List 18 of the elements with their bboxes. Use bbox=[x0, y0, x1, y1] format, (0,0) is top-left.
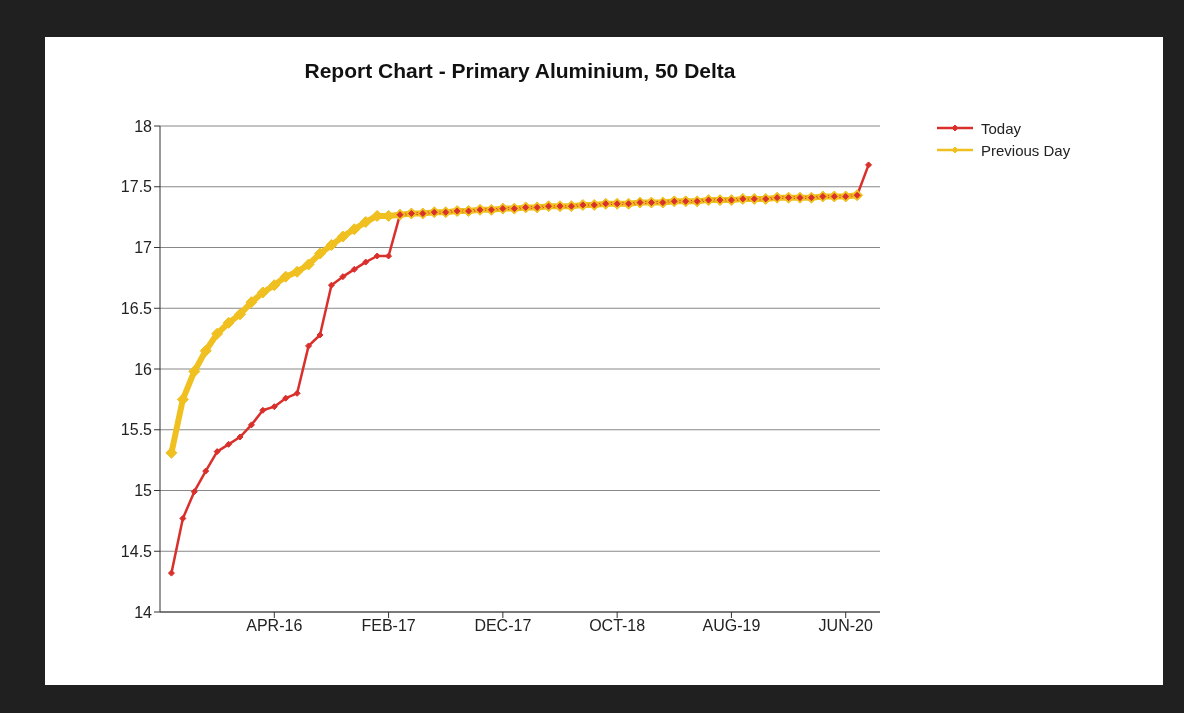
y-tick-label: 15.5 bbox=[120, 421, 153, 439]
y-tick-label: 14 bbox=[134, 603, 153, 621]
x-tick-label: OCT-18 bbox=[589, 617, 646, 635]
y-tick-label: 18 bbox=[134, 117, 153, 135]
y-tick-label: 14.5 bbox=[120, 542, 153, 560]
legend-label: Previous Day bbox=[981, 141, 1071, 159]
x-tick-label: DEC-17 bbox=[474, 617, 532, 635]
legend-label: Today bbox=[981, 119, 1022, 137]
y-tick-label: 17.5 bbox=[120, 178, 153, 196]
y-tick-label: 16.5 bbox=[120, 299, 153, 317]
y-tick-label: 16 bbox=[134, 360, 153, 378]
x-tick-label: AUG-19 bbox=[702, 617, 761, 635]
y-tick-label: 17 bbox=[134, 239, 153, 257]
x-tick-label: APR-16 bbox=[246, 617, 303, 635]
x-tick-label: FEB-17 bbox=[361, 617, 416, 635]
chart-title: Report Chart - Primary Aluminium, 50 Delta bbox=[303, 59, 737, 83]
x-tick-label: JUN-20 bbox=[818, 617, 873, 635]
y-tick-label: 15 bbox=[134, 482, 153, 500]
